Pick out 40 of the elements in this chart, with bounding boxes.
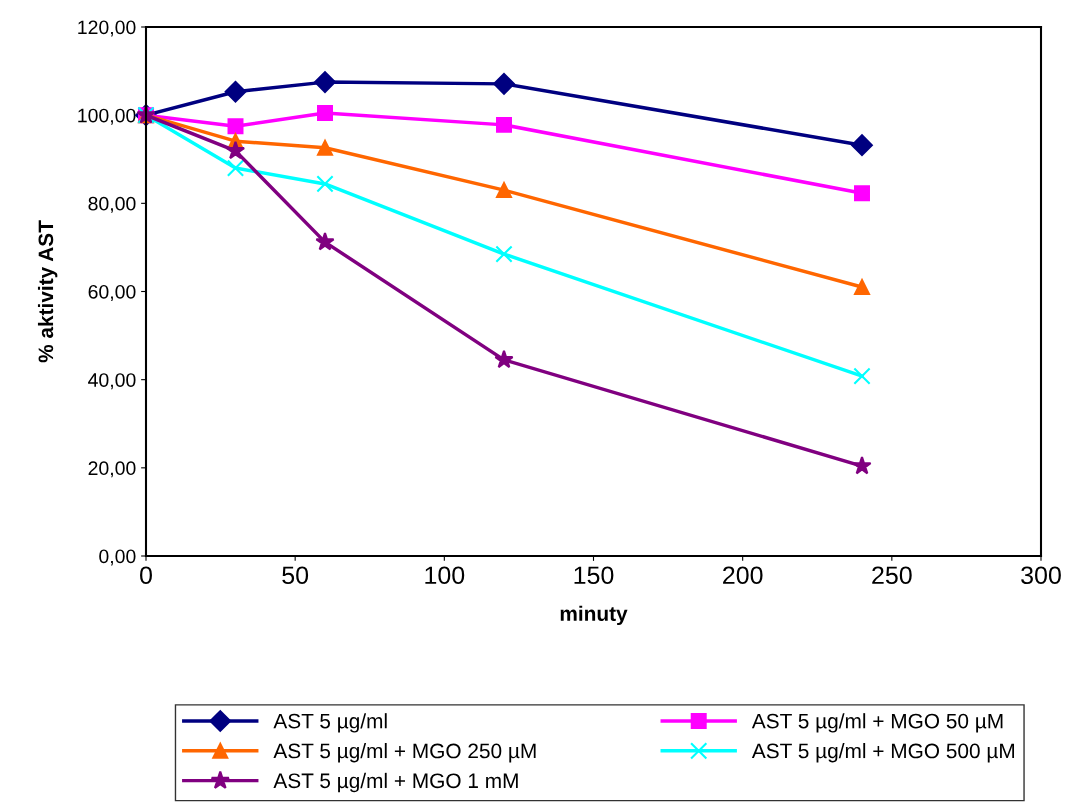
y-tick-label: 60,00 <box>88 284 136 302</box>
point <box>851 134 873 156</box>
y-tick-label: 120,00 <box>78 20 136 37</box>
legend-label: AST 5 µg/ml + MGO 50 µM <box>751 713 1003 733</box>
x-tick-label: 250 <box>872 566 912 585</box>
x-tick-label: 300 <box>1021 566 1061 585</box>
y-tick-label: 80,00 <box>88 196 136 213</box>
point <box>496 116 512 133</box>
point <box>854 279 870 296</box>
point <box>496 182 512 199</box>
point <box>315 232 335 251</box>
point <box>317 104 333 121</box>
x-tick-label: 200 <box>723 566 763 585</box>
point <box>854 185 870 202</box>
y-tick-label: 0,00 <box>99 549 136 566</box>
y-tick-label: 40,00 <box>88 373 136 390</box>
point <box>224 80 247 103</box>
x-tick-label: 0 <box>140 566 152 585</box>
x-axis-title: minuty <box>560 605 628 626</box>
point <box>853 367 871 385</box>
point <box>493 73 515 95</box>
y-tick-label: 100,00 <box>78 108 136 125</box>
point <box>227 118 244 135</box>
legend-label: AST 5 µg/ml + MGO 500 µM <box>751 742 1015 763</box>
point <box>317 139 333 156</box>
point <box>225 140 246 160</box>
point <box>316 175 334 193</box>
point <box>852 456 872 475</box>
y-axis-title: % aktivity AST <box>37 220 58 363</box>
point <box>495 245 513 263</box>
point <box>314 71 336 93</box>
legend-label: AST 5 µg/ml + MGO 250 µM <box>273 742 536 763</box>
legend-label: AST 5 µg/ml + MGO 1 mM <box>273 772 518 793</box>
legend-label: AST 5 µg/ml <box>273 713 387 733</box>
x-tick-label: 50 <box>282 566 309 585</box>
point <box>226 159 245 177</box>
y-tick-label: 20,00 <box>88 461 136 478</box>
x-tick-label: 100 <box>425 566 465 585</box>
point <box>494 349 514 369</box>
x-tick-label: 150 <box>574 566 614 585</box>
